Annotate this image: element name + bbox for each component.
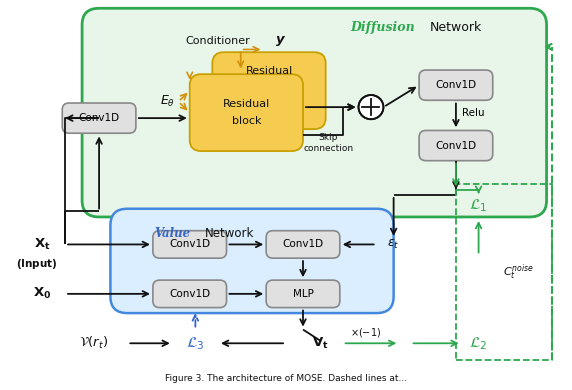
FancyBboxPatch shape [212,52,325,129]
Text: Conv1D: Conv1D [283,239,324,250]
FancyBboxPatch shape [419,131,492,161]
Text: $\mathbf{V_t}$: $\mathbf{V_t}$ [312,336,328,351]
Text: $\mathcal{L}_1$: $\mathcal{L}_1$ [470,198,488,214]
Text: Conv1D: Conv1D [169,239,210,250]
Text: $\mathcal{V}(r_t)$: $\mathcal{V}(r_t)$ [79,335,108,351]
Text: $\mathcal{L}_2$: $\mathcal{L}_2$ [470,335,488,352]
Text: $C_t^{noise}$: $C_t^{noise}$ [503,262,534,282]
Text: $\mathbf{X_0}$: $\mathbf{X_0}$ [33,286,51,301]
Text: Diffusion: Diffusion [350,21,415,34]
FancyBboxPatch shape [419,70,492,100]
Text: Conditioner: Conditioner [186,36,251,46]
Text: Figure 3. The architecture of MOSE. Dashed lines at...: Figure 3. The architecture of MOSE. Dash… [165,374,407,383]
Text: $\boldsymbol{y}$: $\boldsymbol{y}$ [275,34,286,48]
Text: Skip: Skip [319,133,338,142]
FancyBboxPatch shape [266,280,340,308]
Text: $\mathbf{X_t}$: $\mathbf{X_t}$ [34,237,51,252]
Text: block: block [232,116,261,126]
Text: Value: Value [154,227,191,240]
FancyBboxPatch shape [110,209,394,313]
Text: $E_\theta$: $E_\theta$ [160,94,174,109]
Text: Residual: Residual [245,66,293,76]
Text: $\epsilon_t$: $\epsilon_t$ [387,238,400,251]
Text: $\mathbf{(Input)}$: $\mathbf{(Input)}$ [16,257,58,271]
Text: Conv1D: Conv1D [169,289,210,299]
Text: Network: Network [430,21,482,34]
Circle shape [359,95,383,119]
FancyBboxPatch shape [266,231,340,258]
Text: connection: connection [303,144,353,153]
Text: Network: Network [205,227,254,240]
FancyBboxPatch shape [62,103,136,133]
Text: Residual: Residual [223,99,270,109]
FancyBboxPatch shape [153,231,227,258]
Text: Conv1D: Conv1D [435,140,476,151]
FancyBboxPatch shape [82,8,547,217]
Text: Relu: Relu [462,108,484,118]
Text: MLP: MLP [292,289,313,299]
FancyBboxPatch shape [190,74,303,151]
Text: $\times(-1)$: $\times(-1)$ [349,326,381,339]
Text: Conv1D: Conv1D [78,113,120,123]
FancyBboxPatch shape [153,280,227,308]
Text: $\mathcal{L}_3$: $\mathcal{L}_3$ [186,335,205,352]
Text: Conv1D: Conv1D [435,80,476,90]
